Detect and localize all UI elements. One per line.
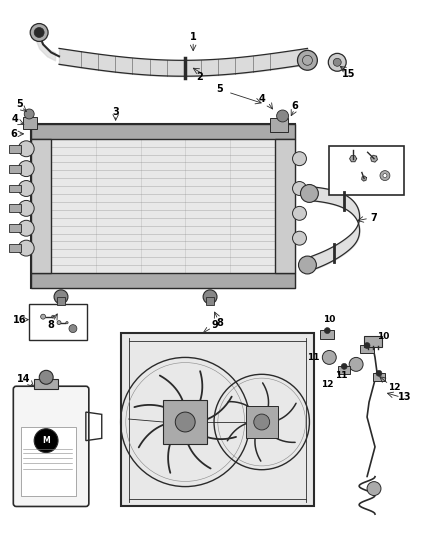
- Bar: [23, 117, 37, 129]
- Bar: [57, 297, 65, 305]
- Circle shape: [349, 358, 363, 372]
- Bar: [9, 165, 21, 173]
- Circle shape: [376, 370, 382, 376]
- Bar: [360, 344, 374, 353]
- Circle shape: [18, 220, 34, 236]
- Bar: [9, 244, 21, 252]
- FancyBboxPatch shape: [13, 386, 89, 506]
- Circle shape: [297, 51, 318, 70]
- Bar: [31, 124, 294, 139]
- Bar: [246, 406, 278, 438]
- Circle shape: [367, 482, 381, 496]
- Text: 8: 8: [216, 318, 223, 328]
- Text: 4: 4: [258, 94, 265, 104]
- Bar: [34, 379, 58, 389]
- Circle shape: [364, 343, 370, 349]
- Bar: [9, 224, 21, 232]
- Text: 6: 6: [291, 101, 298, 111]
- Circle shape: [254, 414, 270, 430]
- Circle shape: [69, 325, 77, 333]
- Circle shape: [298, 256, 316, 274]
- Circle shape: [24, 109, 34, 119]
- Bar: [338, 366, 350, 374]
- Text: 1: 1: [190, 33, 197, 43]
- Circle shape: [328, 53, 346, 71]
- Circle shape: [333, 58, 341, 66]
- Circle shape: [18, 181, 34, 197]
- Bar: [206, 297, 214, 305]
- Circle shape: [293, 206, 307, 220]
- Bar: [9, 204, 21, 212]
- Bar: [329, 146, 404, 196]
- Text: 8: 8: [48, 320, 54, 329]
- Circle shape: [18, 160, 34, 176]
- Circle shape: [41, 314, 46, 319]
- Bar: [9, 184, 21, 192]
- Circle shape: [293, 182, 307, 196]
- Circle shape: [39, 370, 53, 384]
- Bar: [31, 124, 294, 288]
- Circle shape: [18, 240, 34, 256]
- Bar: [270, 118, 288, 132]
- Bar: [9, 145, 21, 153]
- Bar: [31, 139, 51, 273]
- Text: 9: 9: [212, 320, 219, 329]
- Circle shape: [324, 328, 330, 334]
- Bar: [275, 139, 294, 273]
- Circle shape: [57, 321, 61, 325]
- Circle shape: [203, 290, 217, 304]
- Circle shape: [30, 23, 48, 42]
- Circle shape: [303, 55, 312, 65]
- Text: 12: 12: [321, 379, 334, 389]
- Text: 3: 3: [112, 107, 119, 117]
- Circle shape: [322, 351, 336, 365]
- Text: M: M: [42, 436, 50, 445]
- Text: 11: 11: [335, 371, 347, 380]
- Bar: [364, 336, 382, 348]
- Circle shape: [34, 429, 58, 453]
- Text: 16: 16: [13, 314, 26, 325]
- Polygon shape: [362, 176, 367, 181]
- Circle shape: [18, 200, 34, 216]
- Bar: [163, 400, 207, 444]
- Bar: [21, 427, 76, 496]
- Circle shape: [293, 231, 307, 245]
- Circle shape: [300, 184, 318, 203]
- Bar: [29, 304, 87, 340]
- Circle shape: [383, 174, 387, 177]
- Bar: [320, 329, 334, 338]
- Circle shape: [380, 171, 390, 181]
- Text: 15: 15: [343, 69, 356, 79]
- Text: 11: 11: [307, 353, 320, 362]
- Circle shape: [18, 141, 34, 157]
- Text: 4: 4: [12, 114, 19, 124]
- Text: 12: 12: [388, 383, 400, 392]
- Text: 2: 2: [197, 72, 204, 82]
- Circle shape: [293, 152, 307, 166]
- Polygon shape: [371, 155, 378, 162]
- Circle shape: [175, 412, 195, 432]
- Text: 14: 14: [17, 374, 30, 384]
- Polygon shape: [350, 156, 357, 161]
- Bar: [373, 373, 385, 381]
- Circle shape: [52, 315, 55, 318]
- Text: 5: 5: [217, 84, 223, 94]
- Text: 5: 5: [16, 99, 23, 109]
- Circle shape: [66, 321, 68, 324]
- Text: 13: 13: [398, 392, 412, 402]
- Circle shape: [341, 364, 347, 369]
- Circle shape: [277, 110, 289, 122]
- Text: 7: 7: [371, 213, 378, 223]
- Text: 10: 10: [377, 332, 389, 341]
- Text: 6: 6: [10, 129, 17, 139]
- Circle shape: [54, 290, 68, 304]
- Text: 10: 10: [323, 315, 336, 324]
- Circle shape: [34, 28, 44, 37]
- Bar: [31, 273, 294, 288]
- Bar: [120, 333, 314, 506]
